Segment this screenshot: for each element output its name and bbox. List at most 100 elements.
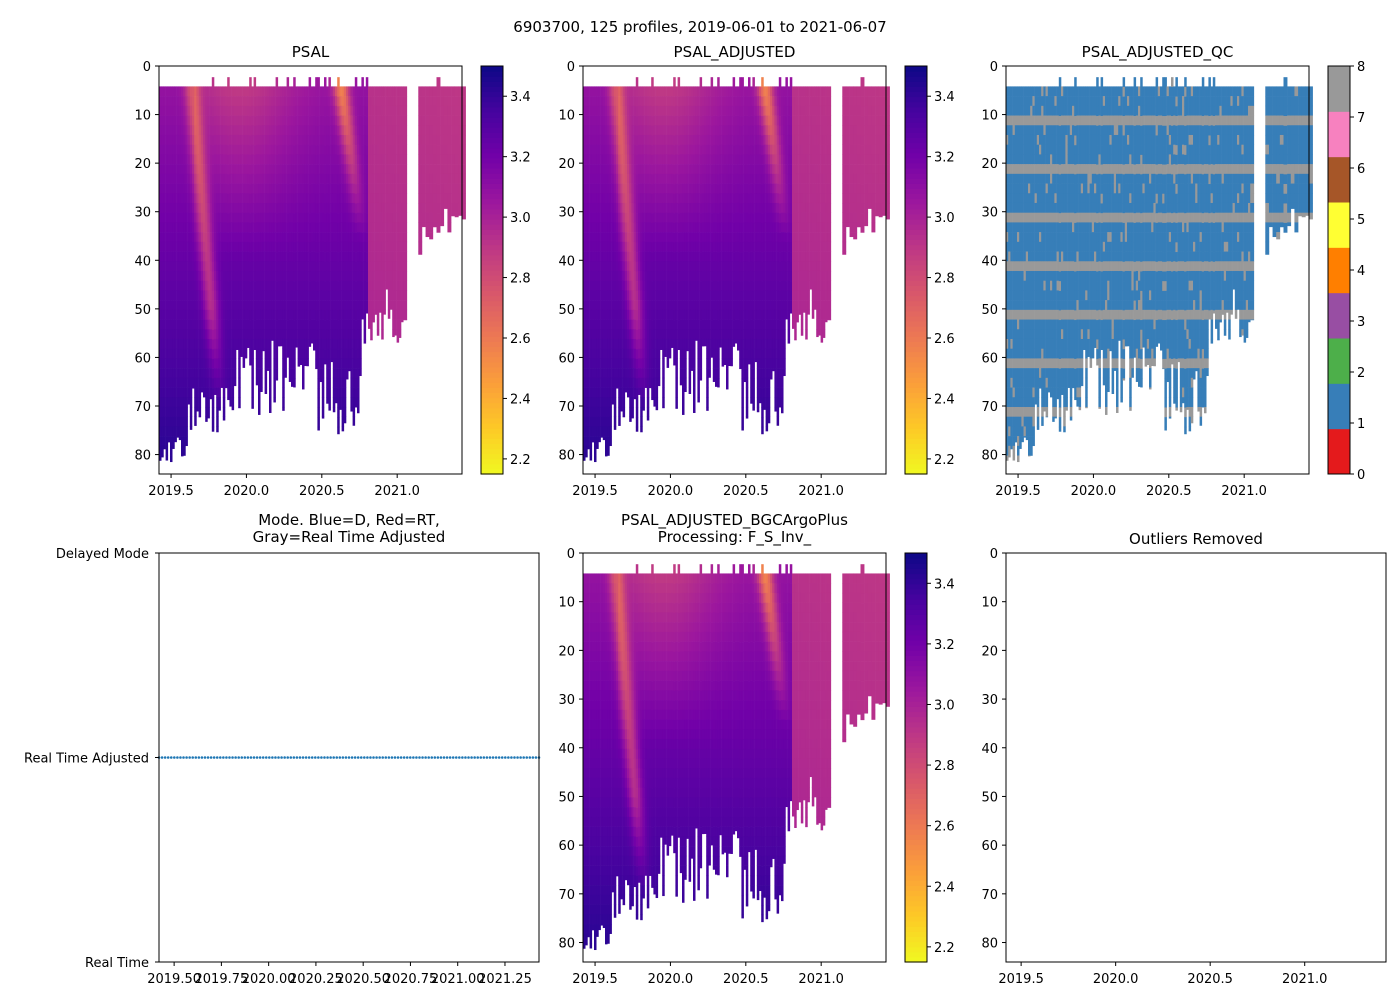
psal-cell [238, 329, 241, 340]
psal-profile [209, 86, 213, 400]
psal-cell [185, 280, 188, 291]
psal-cell [183, 358, 186, 369]
psal-profile [324, 77, 327, 365]
psal_adj-cell [622, 154, 626, 165]
psal-cell [324, 232, 327, 243]
psal-cell [385, 183, 389, 194]
psal_adj-cell [583, 387, 586, 398]
psal-cell [350, 387, 353, 398]
psal_adj-profile [605, 86, 608, 457]
psal_adj-cell [596, 241, 599, 252]
psal-cell [332, 105, 336, 116]
psal-profile [262, 86, 265, 352]
psal-cell [359, 202, 362, 213]
psal-cell [240, 232, 243, 243]
psal_adj-cell [598, 173, 601, 184]
psal-cell [176, 436, 180, 438]
psal-cell [335, 261, 338, 272]
psal_adj-cell [609, 397, 612, 408]
psal-cell [165, 183, 169, 194]
psal-cell [233, 290, 237, 301]
psal-cell [352, 202, 356, 213]
psal-cell [262, 173, 265, 184]
psal_adj-cell [591, 134, 595, 145]
psal-cell [271, 164, 274, 175]
psal-cell [330, 86, 334, 97]
psal-cell [275, 261, 279, 272]
psal-cell [396, 125, 400, 136]
psal-cell [387, 115, 391, 126]
psal-cell [398, 212, 402, 223]
psal-cell [165, 309, 169, 320]
psal-cell [343, 105, 347, 116]
psal-cell [286, 125, 290, 136]
psal-cell [390, 270, 393, 281]
psal-cell [421, 164, 426, 175]
psal_adj-cell [620, 319, 623, 330]
psal_adj-cell [638, 202, 641, 213]
psal_adj-cell [640, 290, 643, 301]
psal-cell [343, 270, 347, 281]
psal-cell [225, 115, 228, 126]
psal-cell [421, 173, 426, 184]
psal-cell [196, 241, 199, 252]
psal-cell [317, 106, 320, 117]
psal-cell [306, 241, 309, 252]
psal-cell [200, 222, 204, 233]
psal_adj-cell [591, 406, 595, 417]
psal-cell [401, 154, 404, 165]
psal-profile [198, 86, 202, 418]
psal-cell [317, 310, 320, 321]
psal-cell [211, 281, 215, 292]
psal_adj-cell [622, 222, 626, 233]
psal-cell [163, 232, 166, 243]
psal-colorbar-tick-label: 2.8 [510, 272, 531, 287]
psal_adj-cell [640, 86, 643, 97]
psal_adj-cell [587, 241, 590, 252]
psal-cell [357, 387, 360, 398]
psal-cell [297, 183, 301, 194]
psal-cell [159, 319, 162, 330]
psal-cell [350, 358, 353, 369]
psal-cell [363, 261, 367, 272]
psal-cell [163, 338, 166, 349]
psal-cell [403, 251, 408, 262]
psal-cell [357, 86, 360, 97]
psal-cell [262, 115, 265, 126]
psal-cell [227, 388, 230, 399]
psal-cell [359, 300, 362, 311]
psal-cell [392, 329, 395, 338]
psal-cell [174, 300, 177, 311]
psal-cell [297, 270, 301, 281]
psal-cell [174, 222, 177, 233]
psal-cell [172, 329, 175, 340]
psal-cell [341, 202, 345, 213]
psal_adj-cell [585, 164, 588, 175]
psal-cell [170, 154, 173, 165]
psal-cell [233, 193, 237, 204]
psal-cell [368, 319, 371, 329]
psal-cell [222, 202, 226, 213]
psal-cell [385, 222, 389, 233]
psal-cell [233, 183, 237, 194]
psal-cell [341, 426, 345, 432]
psal_adj-profile [631, 86, 634, 419]
psal-cell [403, 154, 408, 165]
psal-cell [266, 309, 270, 320]
psal-cell [205, 105, 208, 116]
psal_adj-cell [589, 426, 593, 437]
psal-cell [227, 164, 230, 175]
psal-cell [258, 173, 261, 184]
psal-cell [308, 125, 312, 136]
psal-cell [187, 261, 191, 272]
psal-cell [255, 212, 259, 223]
psal-colorbar: 2.22.42.62.83.03.23.4 [480, 65, 531, 475]
psal-cell [159, 300, 162, 311]
psal_adj-cell [594, 164, 597, 175]
psal-x-tick-label: 2021.0 [374, 484, 420, 499]
psal-cell [227, 135, 230, 146]
psal_adj-cell [598, 183, 601, 194]
psal-cell [260, 251, 263, 262]
psal-cell [181, 338, 184, 349]
psal-cell [194, 173, 197, 184]
